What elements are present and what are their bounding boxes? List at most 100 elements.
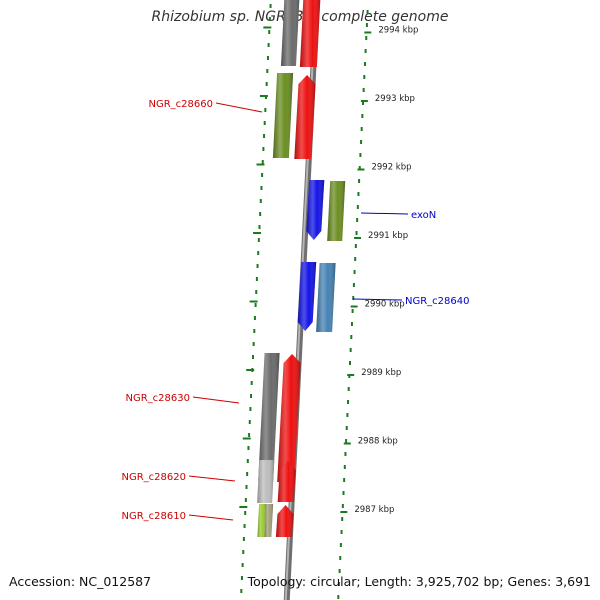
gene-shading: [275, 505, 294, 537]
leader-line: [188, 514, 234, 521]
right-rail-dot: [358, 179, 361, 183]
left-rail-dot: [248, 420, 251, 424]
left-rail-dot: [264, 108, 267, 112]
right-rail-dot: [346, 413, 349, 417]
right-rail-dot: [337, 582, 340, 586]
left-rail-dot: [260, 186, 263, 190]
right-rail-dot: [341, 517, 344, 521]
left-rail-dot: [246, 459, 249, 463]
leader-line: [188, 475, 236, 482]
right-rail-dot: [364, 49, 367, 53]
leader-line: [215, 102, 263, 113]
tick-label: 2988 kbp: [358, 437, 398, 447]
left-rail-dot: [242, 550, 245, 554]
right-rail-dot: [347, 387, 350, 391]
left-rail-dot: [253, 316, 256, 320]
right-rail-dot: [352, 283, 355, 287]
right-rail-dot: [339, 556, 342, 560]
left-rail-dot: [249, 407, 252, 411]
right-rail-dot: [356, 205, 359, 209]
right-rail-dot: [343, 478, 346, 482]
tick-label: 2994 kbp: [378, 26, 418, 36]
leader-line: [192, 396, 240, 404]
tick-label: 2989 kbp: [361, 368, 401, 378]
gene-shading: [264, 504, 274, 537]
gene-shading: [277, 461, 296, 502]
right-rail-dot: [337, 595, 340, 599]
left-rail-dot: [259, 199, 262, 203]
gene-label: NGR_c28610: [122, 511, 187, 522]
right-rail-dot: [358, 166, 361, 170]
left-rail-dot: [268, 30, 271, 34]
tick-label: 2993 kbp: [375, 94, 415, 104]
right-rail-dot: [351, 309, 354, 313]
right-rail-dot: [363, 75, 366, 79]
right-rail-dot: [360, 127, 363, 131]
right-rail-dot: [345, 439, 348, 443]
right-rail-dot: [347, 400, 350, 404]
left-rail-dot: [266, 56, 269, 60]
left-rail-dot: [261, 160, 264, 164]
leader-line: [352, 298, 403, 301]
left-rail-dot: [265, 82, 268, 86]
right-rail-dot: [349, 361, 351, 365]
right-rail-dot: [357, 192, 360, 196]
right-rail-dot: [350, 335, 353, 339]
gene-shading: [277, 354, 301, 482]
right-rail-dot: [359, 153, 362, 157]
gene-shading: [306, 180, 325, 240]
gene-shading: [258, 353, 280, 481]
right-rail-dot: [365, 23, 368, 27]
gene-shading: [299, 0, 321, 67]
left-rail-dot: [259, 212, 262, 216]
genome-title: Rhizobium sp. NGR234, complete genome: [151, 9, 449, 25]
tick-label: 2987 kbp: [354, 505, 394, 515]
right-rail-dot: [343, 465, 346, 469]
gene-shading: [316, 263, 336, 332]
left-rail-dot: [246, 472, 249, 476]
left-rail-dot: [252, 342, 255, 346]
left-rail-dot: [242, 537, 245, 541]
gene-shading: [297, 262, 317, 331]
left-rail-dot: [250, 394, 253, 398]
gene-shading: [272, 73, 294, 158]
right-rail-dot: [354, 244, 357, 248]
left-rail-dot: [254, 303, 257, 307]
left-rail-dot: [250, 381, 253, 385]
right-rail-dot: [360, 140, 363, 144]
right-rail-dot: [363, 62, 366, 66]
tick-label: 2991 kbp: [368, 231, 408, 241]
right-rail-dot: [341, 504, 344, 508]
left-rail-dot: [266, 69, 269, 73]
left-rail-dot: [243, 524, 246, 528]
gene-shading: [294, 75, 316, 159]
right-rail-dot: [366, 10, 369, 14]
left-rail-dot: [268, 17, 271, 21]
right-rail-dot: [344, 452, 347, 456]
left-rail-dot: [248, 433, 251, 437]
gene-shading: [257, 504, 267, 537]
left-rail-dot: [257, 251, 260, 255]
right-rail-dot: [352, 296, 355, 300]
left-rail-dot: [269, 4, 272, 8]
gene-label: NGR_c28640: [405, 296, 470, 307]
right-rail-dot: [349, 348, 352, 352]
left-rail-dot: [244, 498, 247, 502]
right-rail-dot: [339, 543, 342, 547]
left-rail-dot: [263, 121, 266, 125]
left-rail-dot: [267, 43, 270, 47]
left-rail-dot: [261, 173, 264, 177]
left-rail-dot: [245, 485, 248, 489]
leader-line: [360, 212, 409, 215]
gene-label: NGR_c28660: [149, 99, 214, 110]
left-rail-dot: [252, 355, 254, 359]
tick-label: 2990 kbp: [365, 300, 405, 310]
topology-label: Topology: circular; Length: 3,925,702 bp…: [247, 574, 591, 589]
right-rail-dot: [350, 322, 353, 326]
accession-label: Accession: NC_012587: [9, 574, 152, 589]
left-rail-dot: [247, 446, 250, 450]
left-rail-dot: [244, 511, 247, 515]
right-rail-dot: [356, 218, 359, 222]
